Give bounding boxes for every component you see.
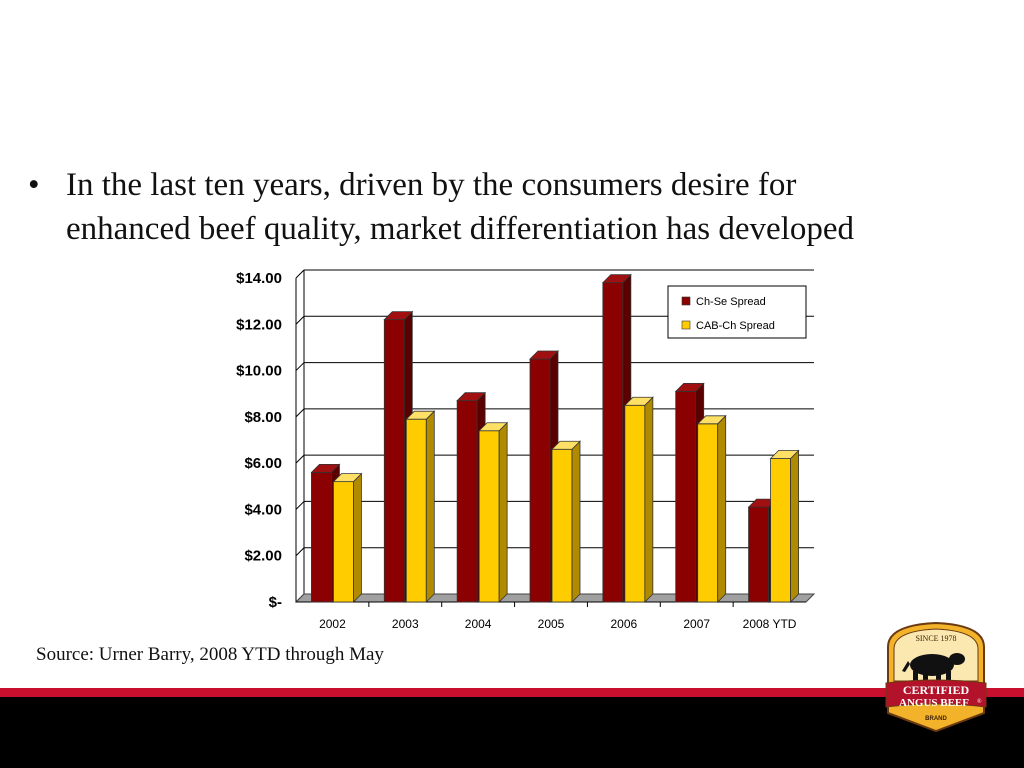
x-tick-label: 2006 bbox=[611, 617, 638, 631]
x-tick-label: 2003 bbox=[392, 617, 419, 631]
bar-series-1 bbox=[456, 400, 478, 603]
bar-series-1 bbox=[311, 471, 332, 603]
x-tick-label: 2005 bbox=[538, 617, 565, 631]
bar-series-2-top bbox=[696, 415, 727, 425]
bar-series-2-side bbox=[425, 410, 435, 603]
bar-series-1-top bbox=[674, 383, 705, 392]
x-tick-label: 2007 bbox=[683, 617, 710, 631]
x-tick-label: 2008 YTD bbox=[743, 617, 797, 631]
bar-series-1-top bbox=[310, 464, 341, 473]
legend-box bbox=[667, 285, 807, 339]
y-tick-label: $10.00 bbox=[236, 363, 282, 380]
y-tick-label: $- bbox=[269, 594, 282, 611]
bullet-line-1: In the last ten years, driven by the con… bbox=[66, 167, 797, 203]
bar-series-1 bbox=[675, 390, 697, 603]
bar-series-1 bbox=[383, 319, 405, 603]
bar-series-2-side bbox=[571, 440, 581, 603]
y-tick-label: $2.00 bbox=[244, 548, 282, 565]
bar-series-2-top bbox=[623, 396, 654, 406]
bullet-icon: • bbox=[28, 167, 40, 203]
cow-icon bbox=[902, 653, 965, 681]
bar-series-2-top bbox=[478, 422, 509, 432]
bar-series-2-top bbox=[551, 440, 581, 450]
bar-series-1-top bbox=[529, 350, 559, 360]
bar-series-1-top bbox=[456, 392, 487, 402]
gridline-depth bbox=[295, 315, 305, 325]
gridline-depth bbox=[295, 362, 305, 371]
bullet-text: In the last ten years, driven by the con… bbox=[66, 163, 1008, 251]
gridline-depth bbox=[295, 501, 305, 510]
logo-brand-text: BRAND bbox=[925, 716, 947, 722]
bar-series-2 bbox=[478, 430, 500, 603]
legend-label: Ch-Se Spread bbox=[696, 296, 766, 308]
logo-red-banner bbox=[885, 679, 987, 708]
legend-label: CAB-Ch Spread bbox=[696, 320, 775, 332]
logo-registered-mark: ® bbox=[977, 698, 982, 705]
bar-series-2 bbox=[333, 481, 354, 603]
y-tick-label: $14.00 bbox=[236, 270, 282, 287]
bar-series-2-side bbox=[644, 396, 654, 603]
gridline-depth bbox=[295, 454, 305, 464]
logo-certified-text: CERTIFIED bbox=[903, 683, 970, 697]
bar-series-1 bbox=[602, 282, 624, 603]
certified-angus-beef-logo: SINCE 1978 CERTIFIED ANGUS BEEF ® BRAND bbox=[885, 621, 987, 733]
bar-series-2 bbox=[624, 404, 646, 603]
bar-series-2 bbox=[405, 418, 427, 603]
spread-bar-chart: $- $2.00 $4.00 $6.00 $8.00 $10.00 $12.00 $14.00… bbox=[236, 269, 816, 631]
bar-series-2-side bbox=[717, 414, 727, 603]
bar-series-2-top bbox=[405, 410, 436, 420]
bar-series-2-side bbox=[353, 472, 362, 603]
source-note: Source: Urner Barry, 2008 YTD through Ma… bbox=[36, 644, 384, 665]
legend-swatch bbox=[681, 296, 691, 306]
bar-series-2 bbox=[551, 448, 573, 603]
bar-series-2-top bbox=[332, 473, 363, 483]
bar-series-2 bbox=[697, 423, 719, 603]
bullet-line-2: enhanced beef quality, market differenti… bbox=[66, 211, 855, 247]
y-tick-label: $4.00 bbox=[244, 501, 282, 518]
bar-series-2 bbox=[770, 458, 791, 603]
gridline-depth bbox=[295, 408, 305, 418]
footer-red-stripe bbox=[0, 688, 1024, 697]
logo-since-text: SINCE 1978 bbox=[915, 634, 956, 643]
bar-series-2-side bbox=[790, 449, 799, 603]
bar-series-2-side bbox=[498, 421, 508, 603]
y-tick-label: $6.00 bbox=[244, 455, 282, 472]
bar-series-1-top bbox=[601, 274, 632, 284]
logo-angus-beef-text: ANGUS BEEF bbox=[899, 697, 969, 709]
legend-swatch bbox=[681, 320, 691, 330]
bar-series-1 bbox=[748, 506, 769, 603]
gridline-depth bbox=[295, 269, 305, 279]
x-tick-label: 2002 bbox=[319, 617, 346, 631]
bar-series-2-top bbox=[769, 450, 800, 459]
bar-series-1 bbox=[529, 358, 551, 603]
y-tick-label: $8.00 bbox=[244, 409, 282, 426]
footer-black-band bbox=[0, 697, 1024, 768]
x-tick-label: 2004 bbox=[465, 617, 492, 631]
y-tick-label: $12.00 bbox=[236, 316, 282, 333]
bar-series-1-top bbox=[383, 311, 414, 321]
bullet-point: • In the last ten years, driven by the c… bbox=[28, 163, 1008, 251]
gridline-depth bbox=[295, 547, 305, 557]
